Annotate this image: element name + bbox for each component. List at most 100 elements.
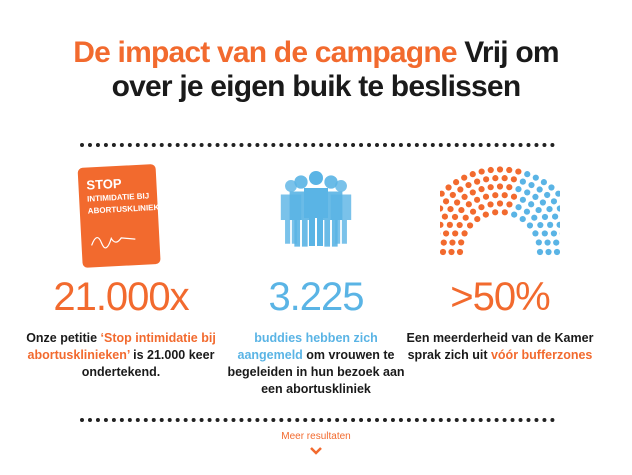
seat bbox=[492, 192, 499, 199]
description: Een meerderheid van de Kamer sprak zich … bbox=[405, 330, 595, 364]
seat bbox=[496, 200, 504, 207]
seat bbox=[501, 209, 508, 216]
seat bbox=[487, 201, 494, 208]
stat: 21.000x bbox=[53, 275, 189, 319]
head bbox=[285, 180, 297, 192]
stat: >50% bbox=[450, 275, 550, 319]
body bbox=[304, 188, 328, 246]
seat bbox=[461, 230, 468, 237]
seat bbox=[440, 190, 445, 197]
seat bbox=[536, 186, 543, 193]
seat bbox=[535, 239, 542, 246]
seat bbox=[511, 211, 518, 218]
result: 3.225 buddies hebben zich aangemeld om vr… bbox=[221, 160, 411, 398]
seat bbox=[555, 190, 560, 197]
icon bbox=[405, 160, 595, 272]
seat bbox=[457, 186, 464, 193]
head bbox=[324, 175, 338, 189]
seat bbox=[453, 179, 460, 186]
person bbox=[304, 171, 328, 246]
seat bbox=[448, 248, 455, 256]
result: STOP INTIMIDATIE BIJ ABORTUSKLINIEKEN 21.00… bbox=[26, 160, 216, 381]
seat bbox=[458, 239, 465, 246]
seat bbox=[496, 183, 504, 190]
seat bbox=[548, 184, 555, 191]
seat bbox=[465, 181, 472, 189]
seat bbox=[474, 178, 481, 185]
seat bbox=[487, 166, 494, 174]
seat bbox=[532, 230, 539, 237]
seat bbox=[441, 213, 448, 220]
seat bbox=[552, 213, 559, 220]
seat bbox=[545, 248, 552, 256]
icon: STOP INTIMIDATIE BIJ ABORTUSKLINIEKEN bbox=[26, 160, 216, 272]
seat bbox=[451, 213, 459, 221]
seat bbox=[506, 184, 513, 191]
seat bbox=[544, 191, 551, 199]
seat bbox=[482, 211, 489, 218]
description-text: Een meerderheid van de Kamer sprak zich … bbox=[406, 331, 594, 362]
seat bbox=[474, 215, 481, 223]
description-text: om vrouwen te begeleiden in hun bezoek a… bbox=[227, 348, 405, 396]
description-text: Onze petitie bbox=[26, 331, 101, 345]
seat bbox=[553, 248, 560, 256]
chevron[interactable] bbox=[309, 446, 323, 456]
seat bbox=[501, 175, 508, 182]
seat bbox=[550, 198, 558, 205]
seat bbox=[536, 248, 544, 256]
seat bbox=[535, 206, 542, 214]
seat bbox=[478, 168, 485, 175]
seat bbox=[515, 186, 522, 193]
description-accent: buddies hebben zich aangemeld bbox=[237, 331, 378, 362]
more-link[interactable]: Meer resultaten bbox=[281, 431, 351, 442]
stat: 3.225 bbox=[268, 275, 364, 319]
seat bbox=[469, 171, 476, 178]
seat bbox=[482, 193, 490, 200]
seat bbox=[469, 189, 476, 196]
description-text: is 21.000 keer ondertekend. bbox=[81, 348, 215, 379]
seat bbox=[526, 222, 534, 229]
seat bbox=[461, 174, 468, 181]
seat bbox=[532, 174, 539, 181]
seat bbox=[539, 199, 546, 206]
seat bbox=[541, 213, 549, 221]
seat bbox=[449, 239, 456, 246]
seat bbox=[553, 239, 560, 246]
illustration bbox=[440, 166, 560, 256]
seat bbox=[458, 206, 465, 214]
seat bbox=[478, 186, 485, 193]
seat bbox=[515, 204, 522, 211]
seat bbox=[447, 206, 454, 213]
divider bbox=[80, 418, 555, 422]
head bbox=[309, 171, 323, 185]
seat bbox=[519, 196, 526, 203]
divider bbox=[80, 143, 555, 147]
seat bbox=[442, 198, 450, 205]
card-text: INTIMIDATIE BIJ bbox=[87, 191, 149, 203]
seat bbox=[546, 206, 553, 213]
signature bbox=[91, 236, 136, 249]
seat bbox=[445, 184, 452, 191]
seat bbox=[540, 179, 547, 186]
seat bbox=[510, 176, 517, 183]
result: >50% Een meerderheid van de Kamer sprak z… bbox=[405, 160, 595, 364]
seat bbox=[531, 214, 538, 221]
seat bbox=[440, 239, 447, 246]
head bbox=[335, 180, 347, 192]
seat bbox=[496, 166, 504, 173]
seat bbox=[440, 205, 444, 212]
seat bbox=[528, 201, 535, 208]
seat bbox=[492, 209, 499, 216]
description-accent: ‘Stop intimidatie bij abortusklinieken’ bbox=[27, 331, 216, 362]
seat bbox=[547, 221, 554, 228]
description: buddies hebben zich aangemeld om vrouwen… bbox=[221, 330, 411, 398]
seat bbox=[537, 221, 544, 229]
seat bbox=[501, 192, 508, 199]
seat bbox=[466, 222, 474, 229]
seat bbox=[523, 208, 531, 215]
title-highlight: De impact van de campagne bbox=[73, 36, 457, 69]
seat bbox=[478, 204, 485, 211]
